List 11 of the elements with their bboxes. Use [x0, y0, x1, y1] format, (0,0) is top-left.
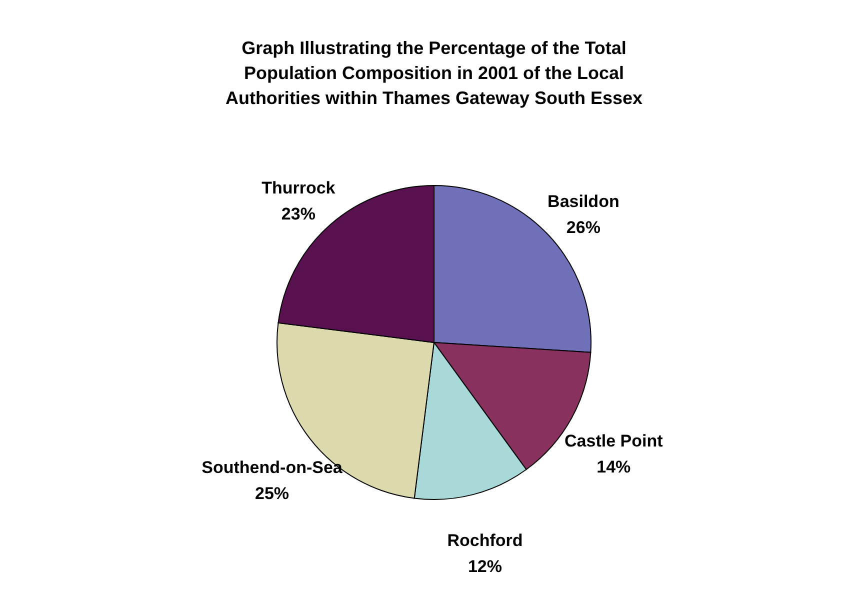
slice-label: Castle Point	[564, 431, 664, 450]
chart-title: Graph Illustrating the Percentage of the Total Population Composition in 2001 of the Local Authorities within Thames Gateway South Essex	[225, 38, 643, 108]
slice-label: Southend-on-Sea	[202, 458, 343, 478]
data-label: 23%	[281, 204, 316, 224]
slice-label: Thurrock	[262, 178, 336, 198]
data-label: 25%	[255, 484, 290, 504]
data-label: 14%	[596, 457, 631, 476]
data-label: 12%	[468, 557, 502, 576]
data-label: 26%	[566, 218, 600, 238]
slice-label: Rochford	[447, 531, 523, 550]
slice-label: Basildon	[548, 192, 620, 212]
